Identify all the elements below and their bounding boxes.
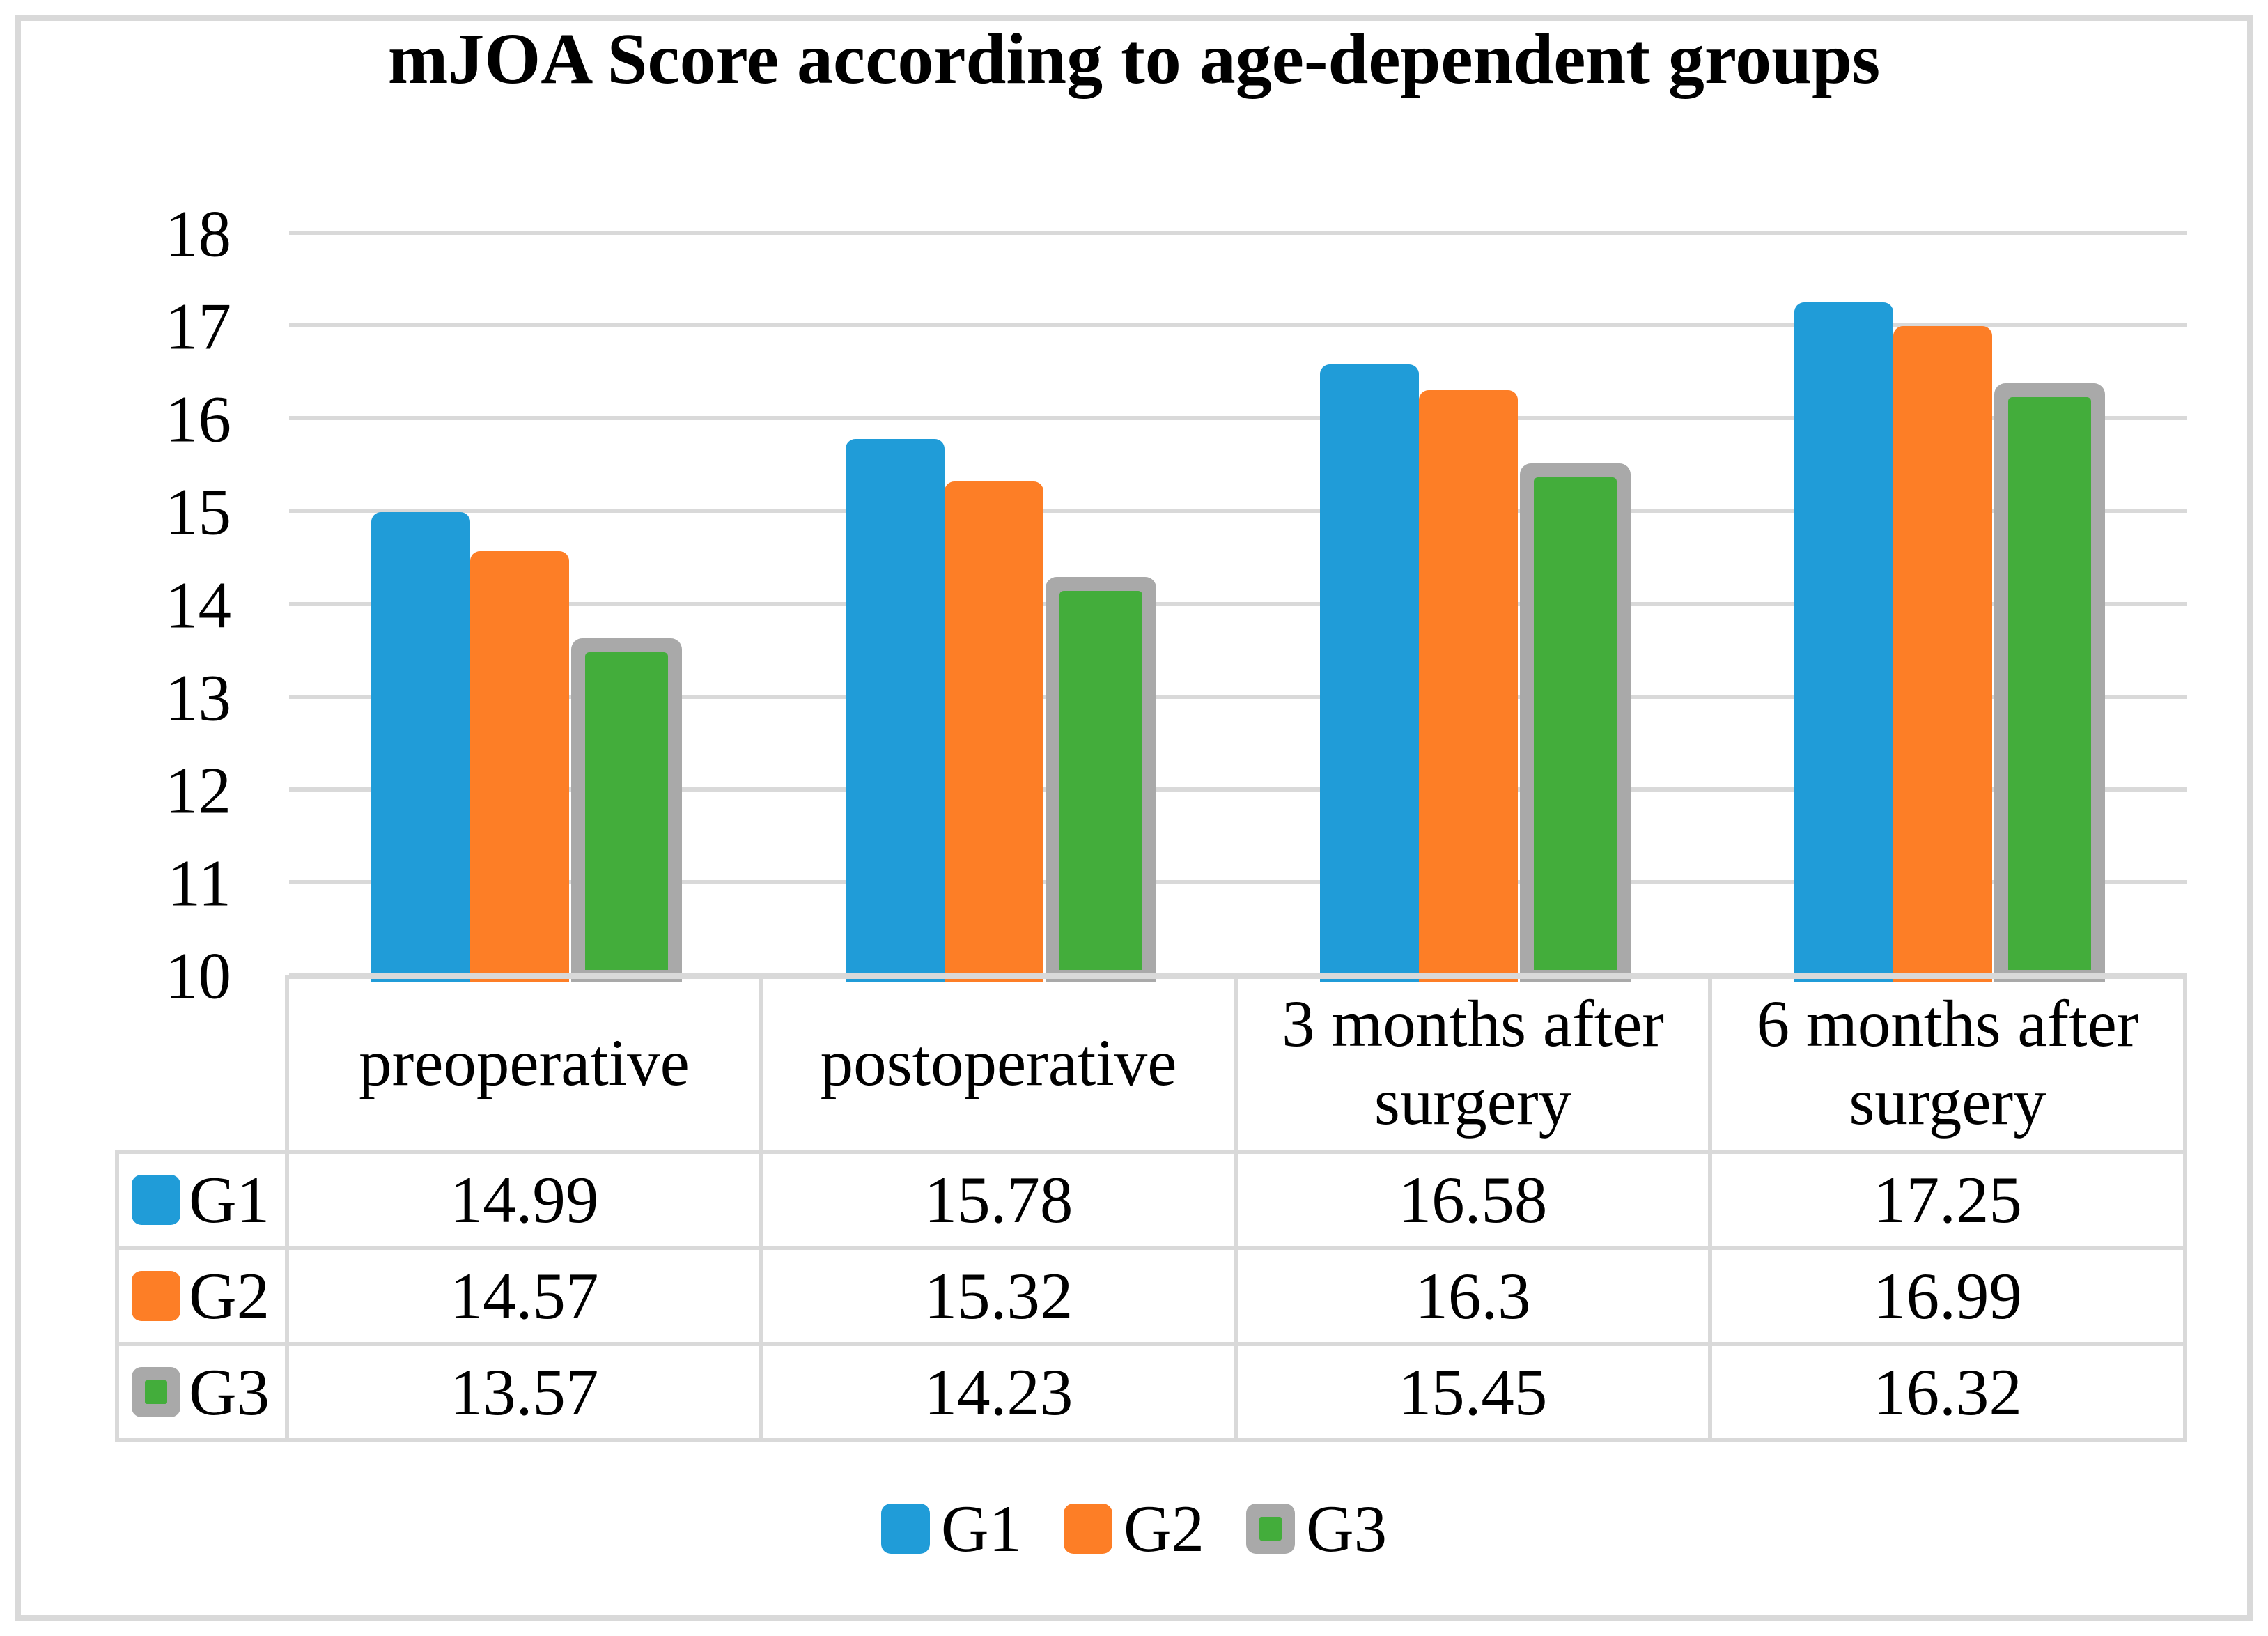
g3-swatch-inner bbox=[1259, 1517, 1282, 1541]
g1-legend-swatch bbox=[880, 1504, 930, 1554]
y-axis-tick-label: 15 bbox=[165, 474, 231, 549]
table-row-header-g1: G1 bbox=[115, 1154, 289, 1250]
legend-label: G2 bbox=[1123, 1492, 1205, 1566]
bar-fill bbox=[2008, 396, 2092, 970]
y-axis-tick-label: 13 bbox=[165, 661, 231, 735]
legend: G1 G2 G3 bbox=[0, 1490, 2268, 1567]
y-axis-tick-label: 10 bbox=[165, 939, 231, 1013]
bar-g2-3 bbox=[1893, 326, 1993, 982]
legend-label: G3 bbox=[1306, 1492, 1388, 1566]
g3-series-swatch bbox=[132, 1367, 180, 1417]
bar-g3-0 bbox=[570, 638, 682, 982]
g2-series-swatch bbox=[132, 1271, 180, 1321]
table-value-cell: 16.32 bbox=[1712, 1346, 2187, 1442]
g3-swatch-inner bbox=[145, 1380, 167, 1404]
data-table: preoperative postoperative 3 months afte… bbox=[115, 975, 2187, 1442]
gridline bbox=[289, 323, 2187, 328]
table-corner-cell bbox=[115, 975, 289, 1154]
table-row-header-g3: G3 bbox=[115, 1346, 289, 1442]
x-axis-line bbox=[289, 973, 2187, 979]
series-label: G3 bbox=[189, 1355, 270, 1429]
y-axis-tick-label: 12 bbox=[165, 753, 231, 828]
y-axis-tick-label: 16 bbox=[165, 382, 231, 456]
table-value-cell: 16.99 bbox=[1712, 1250, 2187, 1346]
bar-g1-1 bbox=[845, 438, 945, 982]
series-label: G2 bbox=[189, 1258, 270, 1333]
gridline bbox=[289, 416, 2187, 421]
gridline bbox=[289, 694, 2187, 699]
legend-item-g2: G2 bbox=[1063, 1490, 1205, 1567]
gridline bbox=[289, 601, 2187, 606]
table-header-preoperative: preoperative bbox=[289, 975, 763, 1154]
bar-fill bbox=[1059, 590, 1142, 970]
table-value-cell: 16.3 bbox=[1238, 1250, 1712, 1346]
table-value-cell: 14.23 bbox=[763, 1346, 1238, 1442]
y-axis-tick-label: 11 bbox=[167, 846, 231, 920]
bar-g1-0 bbox=[371, 511, 470, 982]
bar-g2-0 bbox=[469, 550, 569, 982]
g2-legend-swatch bbox=[1063, 1504, 1112, 1554]
table-header-6-months-after-surgery: 6 months after surgery bbox=[1712, 975, 2187, 1154]
legend-label: G1 bbox=[940, 1492, 1022, 1566]
gridline bbox=[289, 231, 2187, 235]
table-value-cell: 15.45 bbox=[1238, 1346, 1712, 1442]
table-header-postoperative: postoperative bbox=[763, 975, 1238, 1154]
gridline bbox=[289, 509, 2187, 514]
bar-fill bbox=[584, 651, 668, 970]
g3-legend-swatch bbox=[1246, 1504, 1296, 1554]
series-label: G1 bbox=[189, 1162, 270, 1237]
bar-g2-1 bbox=[944, 481, 1043, 982]
table-value-cell: 15.78 bbox=[763, 1154, 1238, 1250]
bar-fill bbox=[1534, 477, 1617, 970]
bar-g3-1 bbox=[1045, 576, 1156, 982]
bar-g1-3 bbox=[1794, 302, 1894, 982]
y-axis-tick-label: 17 bbox=[165, 289, 231, 364]
figure-border bbox=[15, 15, 2253, 1621]
chart-title: mJOA Score according to age-dependent gr… bbox=[387, 19, 1881, 99]
bar-g1-2 bbox=[1320, 364, 1420, 982]
bar-g3-3 bbox=[1994, 383, 2106, 982]
table-value-cell: 16.58 bbox=[1238, 1154, 1712, 1250]
legend-item-g3: G3 bbox=[1246, 1490, 1387, 1567]
bar-g2-2 bbox=[1419, 390, 1519, 982]
legend-item-g1: G1 bbox=[880, 1490, 1022, 1567]
bar-g3-2 bbox=[1520, 463, 1631, 982]
table-value-cell: 15.32 bbox=[763, 1250, 1238, 1346]
gridline bbox=[289, 787, 2187, 792]
y-axis-tick-label: 14 bbox=[165, 568, 231, 642]
y-axis-tick-label: 18 bbox=[165, 196, 231, 271]
table-value-cell: 17.25 bbox=[1712, 1154, 2187, 1250]
table-value-cell: 14.99 bbox=[289, 1154, 763, 1250]
table-value-cell: 14.57 bbox=[289, 1250, 763, 1346]
g1-series-swatch bbox=[132, 1175, 180, 1225]
gridline bbox=[289, 879, 2187, 884]
table-row-header-g2: G2 bbox=[115, 1250, 289, 1346]
table-value-cell: 13.57 bbox=[289, 1346, 763, 1442]
table-header-3-months-after-surgery: 3 months after surgery bbox=[1238, 975, 1712, 1154]
